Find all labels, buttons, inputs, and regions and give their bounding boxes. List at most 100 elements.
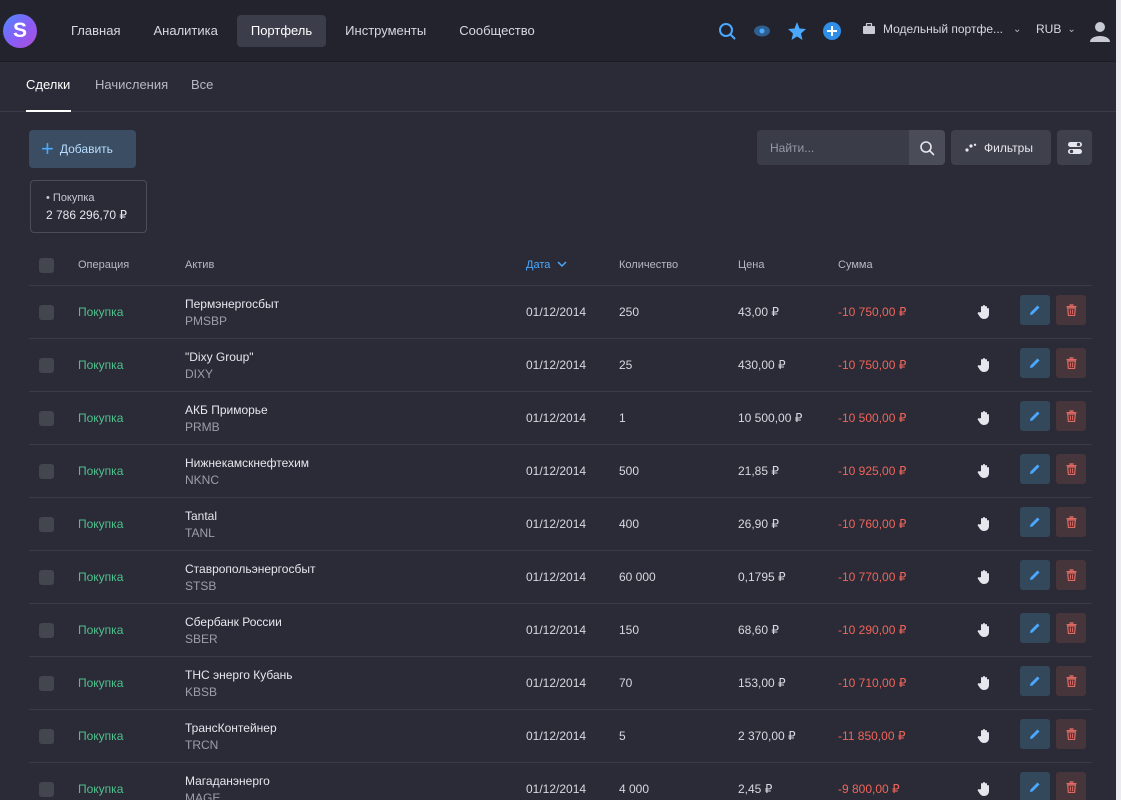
row-checkbox[interactable] — [39, 517, 54, 532]
header-date[interactable]: Дата — [526, 259, 567, 271]
add-icon[interactable] — [822, 21, 842, 41]
row-checkbox[interactable] — [39, 623, 54, 638]
nav-item-tools[interactable]: Инструменты — [345, 23, 427, 38]
edit-button[interactable] — [1020, 719, 1050, 749]
row-checkbox[interactable] — [39, 305, 54, 320]
asset-name[interactable]: Магаданэнерго — [185, 774, 270, 788]
row-checkbox[interactable] — [39, 729, 54, 744]
nav-item-home[interactable]: Главная — [71, 23, 121, 38]
row-checkbox[interactable] — [39, 411, 54, 426]
drag-hand-icon[interactable] — [977, 781, 991, 797]
row-checkbox[interactable] — [39, 676, 54, 691]
asset-name[interactable]: Tantal — [185, 509, 218, 523]
portfolio-selector[interactable]: Модельный портфе... ⌄ — [862, 22, 1027, 36]
portfolio-label: Модельный портфе... — [883, 22, 1003, 36]
edit-button[interactable] — [1020, 401, 1050, 431]
asset-name[interactable]: ТрансКонтейнер — [185, 721, 277, 735]
asset-name[interactable]: АКБ Приморье — [185, 403, 268, 417]
drag-hand-icon[interactable] — [977, 569, 991, 585]
asset-name[interactable]: "Dixy Group" — [185, 350, 254, 364]
header-price[interactable]: Цена — [738, 259, 765, 271]
edit-button[interactable] — [1020, 613, 1050, 643]
edit-button[interactable] — [1020, 295, 1050, 325]
sum-cell: -10 770,00 ₽ — [838, 570, 907, 584]
delete-button[interactable] — [1056, 772, 1086, 800]
filters-button[interactable]: Фильтры — [951, 130, 1051, 165]
delete-button[interactable] — [1056, 507, 1086, 537]
delete-button[interactable] — [1056, 454, 1086, 484]
edit-button[interactable] — [1020, 348, 1050, 378]
sum-cell: -10 750,00 ₽ — [838, 305, 907, 319]
header-operation[interactable]: Операция — [78, 259, 130, 271]
delete-button[interactable] — [1056, 560, 1086, 590]
drag-hand-icon[interactable] — [977, 410, 991, 426]
search-input[interactable] — [757, 130, 909, 165]
asset-name[interactable]: Сбербанк России — [185, 615, 282, 629]
table-row[interactable]: Покупка Tantal TANL 01/12/2014 400 26,90… — [29, 498, 1092, 551]
table-row[interactable]: Покупка ТрансКонтейнер TRCN 01/12/2014 5… — [29, 710, 1092, 763]
trash-icon — [1066, 357, 1076, 369]
view-settings-button[interactable] — [1057, 130, 1092, 165]
add-button-label: Добавить — [59, 142, 113, 156]
drag-hand-icon[interactable] — [977, 516, 991, 532]
asset-name[interactable]: Пермэнергосбыт — [185, 297, 280, 311]
table-row[interactable]: Покупка Магаданэнерго MAGE 01/12/2014 4 … — [29, 763, 1092, 800]
operation-cell: Покупка — [78, 411, 124, 425]
plus-icon: + — [41, 136, 54, 161]
table-row[interactable]: Покупка Нижнекамскнефтехим NKNC 01/12/20… — [29, 445, 1092, 498]
delete-button[interactable] — [1056, 613, 1086, 643]
search-button[interactable] — [909, 130, 945, 165]
table-row[interactable]: Покупка Сбербанк России SBER 01/12/2014 … — [29, 604, 1092, 657]
add-button[interactable]: + Добавить — [29, 130, 136, 168]
delete-button[interactable] — [1056, 666, 1086, 696]
delete-button[interactable] — [1056, 348, 1086, 378]
select-all-checkbox[interactable] — [39, 258, 54, 273]
price-cell: 430,00 ₽ — [738, 358, 786, 372]
table-row[interactable]: Покупка Ставропольэнергосбыт STSB 01/12/… — [29, 551, 1092, 604]
edit-button[interactable] — [1020, 454, 1050, 484]
table-row[interactable]: Покупка ТНС энерго Кубань KBSB 01/12/201… — [29, 657, 1092, 710]
eye-icon[interactable] — [752, 21, 772, 41]
drag-hand-icon[interactable] — [977, 463, 991, 479]
delete-button[interactable] — [1056, 295, 1086, 325]
edit-button[interactable] — [1020, 666, 1050, 696]
row-checkbox[interactable] — [39, 782, 54, 797]
drag-hand-icon[interactable] — [977, 675, 991, 691]
drag-hand-icon[interactable] — [977, 357, 991, 373]
row-checkbox[interactable] — [39, 464, 54, 479]
tab-all[interactable]: Все — [191, 77, 214, 92]
chevron-down-icon: ⌄ — [1013, 23, 1022, 35]
header-quantity[interactable]: Количество — [619, 259, 679, 271]
tab-accruals[interactable]: Начисления — [95, 77, 169, 92]
user-avatar-icon[interactable] — [1088, 19, 1112, 43]
delete-button[interactable] — [1056, 719, 1086, 749]
app-logo[interactable]: S — [3, 14, 37, 48]
currency-selector[interactable]: RUB ⌄ — [1036, 22, 1076, 36]
price-cell: 10 500,00 ₽ — [738, 411, 803, 425]
table-row[interactable]: Покупка АКБ Приморье PRMB 01/12/2014 1 1… — [29, 392, 1092, 445]
drag-hand-icon[interactable] — [977, 304, 991, 320]
header-asset[interactable]: Актив — [185, 259, 215, 271]
delete-button[interactable] — [1056, 401, 1086, 431]
edit-button[interactable] — [1020, 507, 1050, 537]
header-sum[interactable]: Сумма — [838, 259, 873, 271]
asset-name[interactable]: Нижнекамскнефтехим — [185, 456, 310, 470]
nav-item-analytics[interactable]: Аналитика — [153, 23, 218, 38]
nav-item-community[interactable]: Сообщество — [459, 23, 535, 38]
drag-hand-icon[interactable] — [977, 622, 991, 638]
sort-desc-icon — [557, 261, 567, 268]
asset-name[interactable]: ТНС энерго Кубань — [185, 668, 293, 682]
tab-deals[interactable]: Сделки — [26, 77, 71, 112]
nav-item-portfolio[interactable]: Портфель — [236, 15, 327, 47]
asset-name[interactable]: Ставропольэнергосбыт — [185, 562, 316, 576]
edit-button[interactable] — [1020, 560, 1050, 590]
edit-button[interactable] — [1020, 772, 1050, 800]
sum-cell: -11 850,00 ₽ — [838, 729, 906, 743]
star-icon[interactable] — [787, 21, 807, 41]
row-checkbox[interactable] — [39, 570, 54, 585]
table-row[interactable]: Покупка Пермэнергосбыт PMSBP 01/12/2014 … — [29, 286, 1092, 339]
search-icon[interactable] — [717, 21, 737, 41]
row-checkbox[interactable] — [39, 358, 54, 373]
table-row[interactable]: Покупка "Dixy Group" DIXY 01/12/2014 25 … — [29, 339, 1092, 392]
drag-hand-icon[interactable] — [977, 728, 991, 744]
